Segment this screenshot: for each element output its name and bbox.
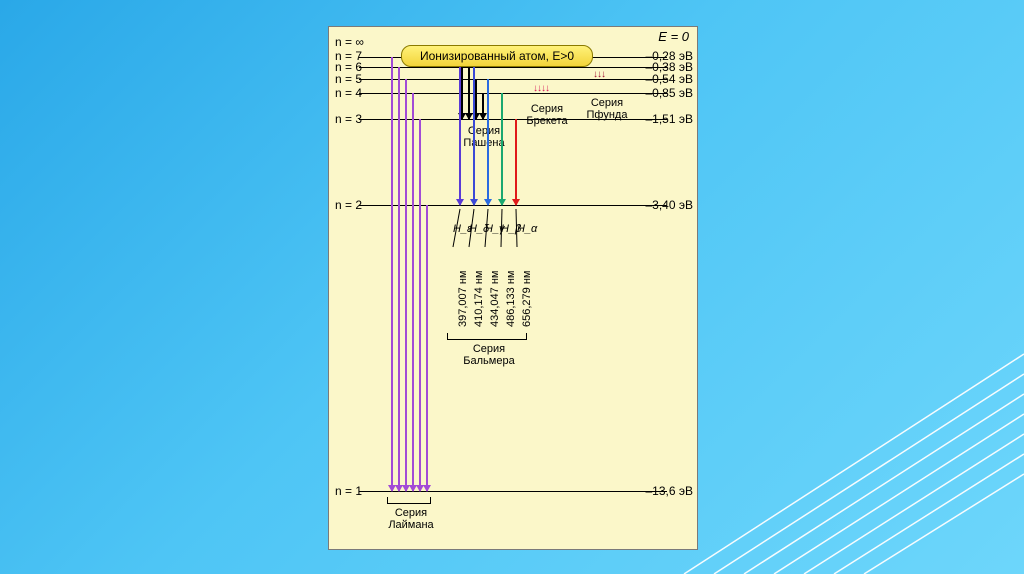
ionized-atom-box: Ионизированный атом, E>0 [401, 45, 593, 67]
level-n-inf: n = ∞ [335, 35, 364, 49]
balmer-brace [447, 333, 527, 340]
energy-zero-label: E = 0 [658, 29, 689, 44]
level-n-1: n = 1 [335, 484, 362, 498]
level-e-4: –0,85 эВ [646, 86, 694, 100]
series-label-lyman: СерияЛаймана [381, 507, 441, 531]
balmer-wl-1: 410,174 нм [473, 271, 485, 327]
level-e-1: –13,6 эВ [646, 484, 694, 498]
balmer-sym-ha: H_α [517, 223, 537, 235]
balmer-wl-3: 486,133 нм [505, 271, 517, 327]
series-label-balmer: СерияБальмера [457, 343, 521, 367]
level-line-6 [359, 67, 667, 68]
pfund-marks: ↓↓↓ [593, 69, 605, 80]
level-n-3: n = 3 [335, 112, 362, 126]
balmer-wl-4: 656,279 нм [521, 271, 533, 327]
brackett-marks: ↓↓↓↓ [533, 83, 549, 94]
decorative-corner-lines [644, 314, 1024, 574]
level-e-2: –3,40 эВ [646, 198, 694, 212]
lyman-brace [387, 497, 431, 504]
level-e-3: –1,51 эВ [646, 112, 694, 126]
balmer-wl-2: 434,047 нм [489, 271, 501, 327]
balmer-wl-0: 397,007 нм [457, 271, 469, 327]
slide-background: E = 0 Ионизированный атом, E>0 n = ∞ n =… [0, 0, 1024, 574]
level-e-5: –0,54 эВ [646, 72, 694, 86]
level-n-5: n = 5 [335, 72, 362, 86]
level-n-2: n = 2 [335, 198, 362, 212]
level-n-4: n = 4 [335, 86, 362, 100]
series-label-pfund: СерияПфунда [581, 97, 633, 121]
series-label-brackett: СерияБрекета [519, 103, 575, 127]
energy-diagram-panel: E = 0 Ионизированный атом, E>0 n = ∞ n =… [328, 26, 698, 550]
